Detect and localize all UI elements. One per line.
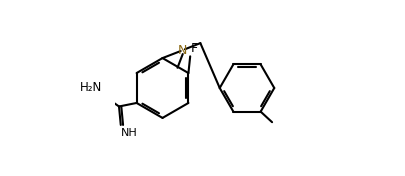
Text: NH: NH xyxy=(120,128,137,138)
Text: H₂N: H₂N xyxy=(80,81,102,94)
Text: F: F xyxy=(191,42,198,55)
Text: N: N xyxy=(178,44,187,57)
